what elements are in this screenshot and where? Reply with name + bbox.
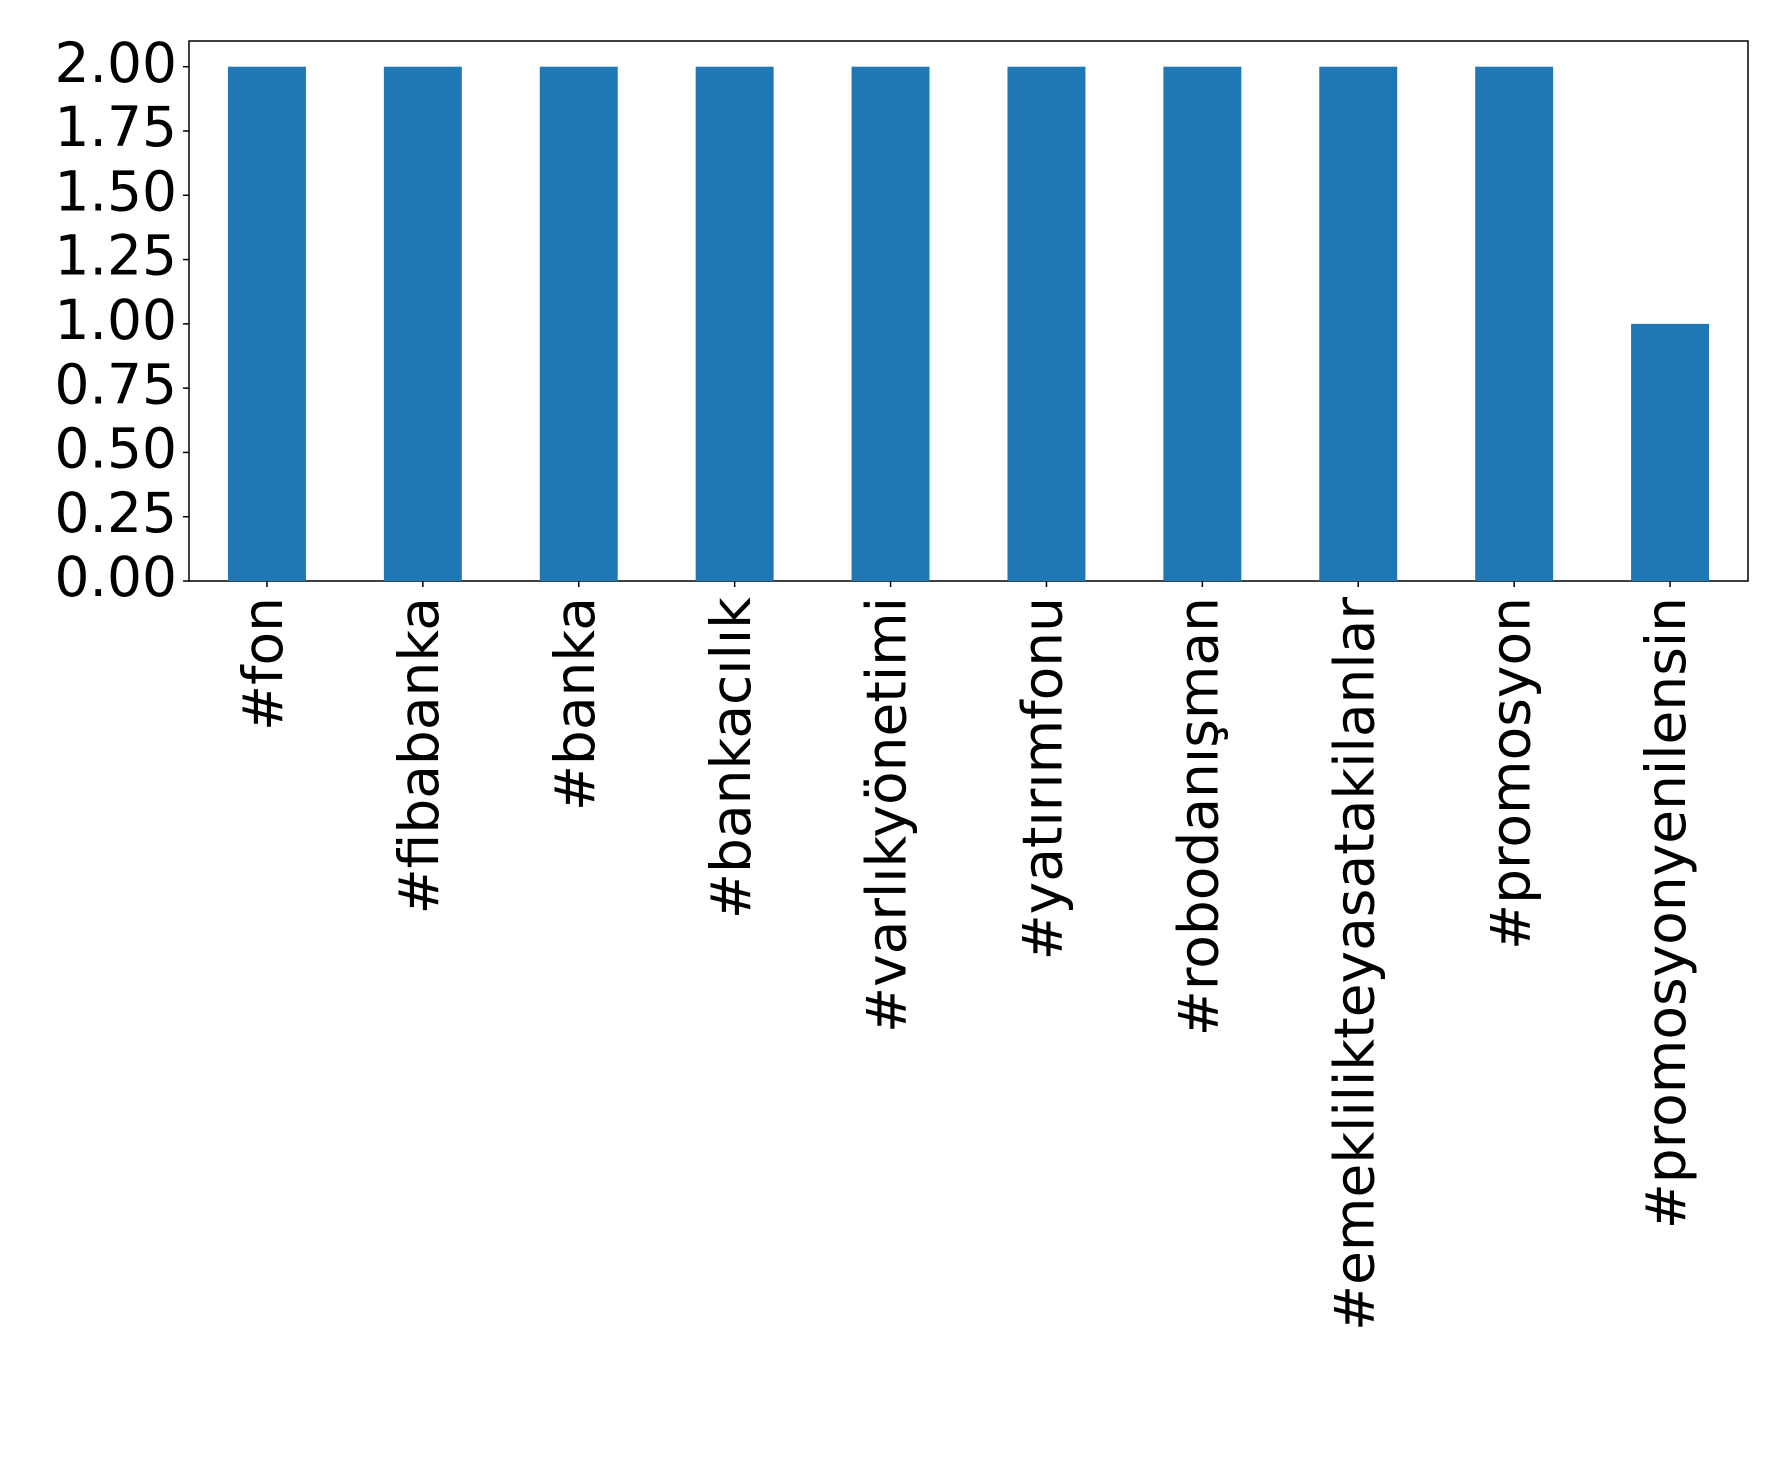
x-tick-label: #fon — [231, 597, 295, 731]
bar — [695, 66, 774, 581]
y-tick-label: 2.00 — [55, 31, 177, 95]
bar — [1007, 66, 1086, 581]
bar — [227, 66, 306, 581]
bar — [851, 66, 930, 581]
y-tick-label: 0.25 — [55, 481, 177, 545]
x-tick-label: #bankacılık — [699, 597, 763, 919]
bar — [1319, 66, 1398, 581]
x-tick-label: #yatırımfonu — [1011, 597, 1075, 960]
bar — [383, 66, 462, 581]
x-tick-label: #robodanışman — [1166, 597, 1230, 1036]
y-tick-label: 0.75 — [55, 352, 177, 416]
x-tick-label: #banka — [543, 597, 607, 811]
x-tick-label: #varlıkyönetimi — [855, 597, 919, 1033]
bar — [539, 66, 618, 581]
x-tick-label: #promosyon — [1478, 597, 1542, 950]
y-tick-label: 1.00 — [55, 288, 177, 352]
bar — [1631, 323, 1710, 581]
plot-frame — [188, 40, 1749, 582]
y-tick-label: 0.00 — [55, 545, 177, 609]
y-tick-label: 0.50 — [55, 417, 177, 481]
x-tick-label: #emeklilikteyasatakilanlar — [1322, 597, 1386, 1331]
x-tick-label: #fibabanka — [387, 597, 451, 914]
x-tick-label: #promosyonyenilensin — [1634, 597, 1698, 1229]
y-tick-label: 1.25 — [55, 224, 177, 288]
bar — [1163, 66, 1242, 581]
y-tick-label: 1.75 — [55, 95, 177, 159]
bar — [1475, 66, 1554, 581]
y-tick-label: 1.50 — [55, 159, 177, 223]
